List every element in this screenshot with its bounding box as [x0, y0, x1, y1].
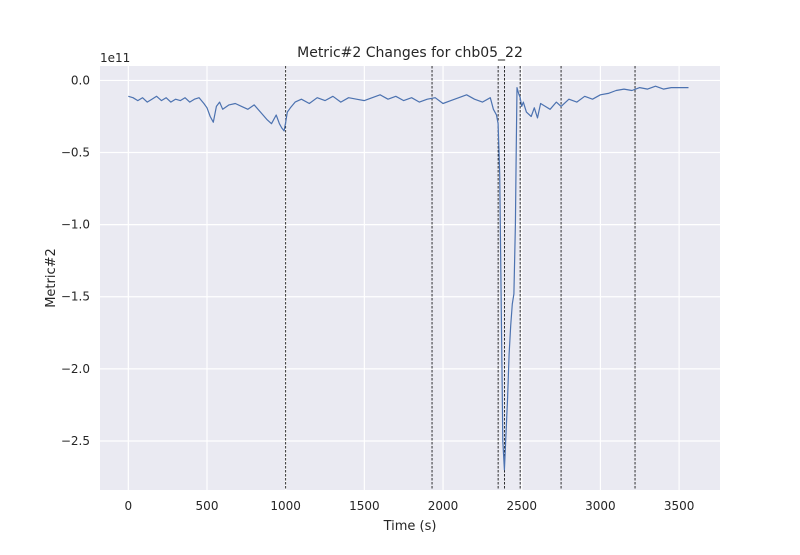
plot-background — [100, 66, 720, 490]
grid — [100, 66, 720, 490]
x-tick-label: 3500 — [664, 499, 695, 513]
y-tick-label: 0.0 — [71, 73, 90, 87]
y-axis-label: Metric#2 — [44, 248, 59, 308]
x-tick-label: 2500 — [506, 499, 537, 513]
y-offset-label: 1e11 — [100, 51, 130, 65]
x-tick-label: 3000 — [585, 499, 616, 513]
vlines — [285, 66, 636, 490]
chart-title: Metric#2 Changes for chb05_22 — [297, 45, 523, 61]
y-tick-label: −1.0 — [61, 218, 90, 232]
x-axis-label: Time (s) — [383, 519, 437, 534]
series — [128, 85, 689, 471]
series-line — [128, 85, 689, 471]
y-tick-label: −1.5 — [61, 290, 90, 304]
x-tick-label: 1500 — [349, 499, 380, 513]
y-tick-label: −2.0 — [61, 362, 90, 376]
ticks: 0 500 1000 1500 2000 2500 3000 3500 0.0 −0.5 −1.0 −… — [61, 73, 695, 513]
x-tick-label: 2000 — [428, 499, 459, 513]
x-tick-label: 0 — [125, 499, 133, 513]
y-tick-label: −0.5 — [61, 146, 90, 160]
x-tick-label: 1000 — [270, 499, 301, 513]
y-tick-label: −2.5 — [61, 434, 90, 448]
x-tick-label: 500 — [196, 499, 219, 513]
